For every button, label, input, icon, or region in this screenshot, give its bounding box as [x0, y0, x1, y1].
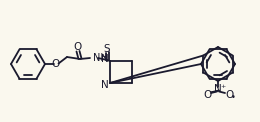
Text: −: − [208, 87, 215, 96]
Text: O: O [74, 42, 82, 52]
Text: O: O [204, 90, 212, 100]
Text: N: N [101, 80, 109, 90]
Text: N: N [101, 55, 109, 65]
Text: O: O [52, 59, 60, 69]
Text: S: S [104, 44, 110, 54]
Text: NH: NH [93, 53, 108, 63]
Text: O: O [225, 90, 233, 100]
Text: N: N [214, 84, 222, 94]
Text: +: + [220, 85, 226, 90]
Text: •: • [231, 93, 236, 102]
